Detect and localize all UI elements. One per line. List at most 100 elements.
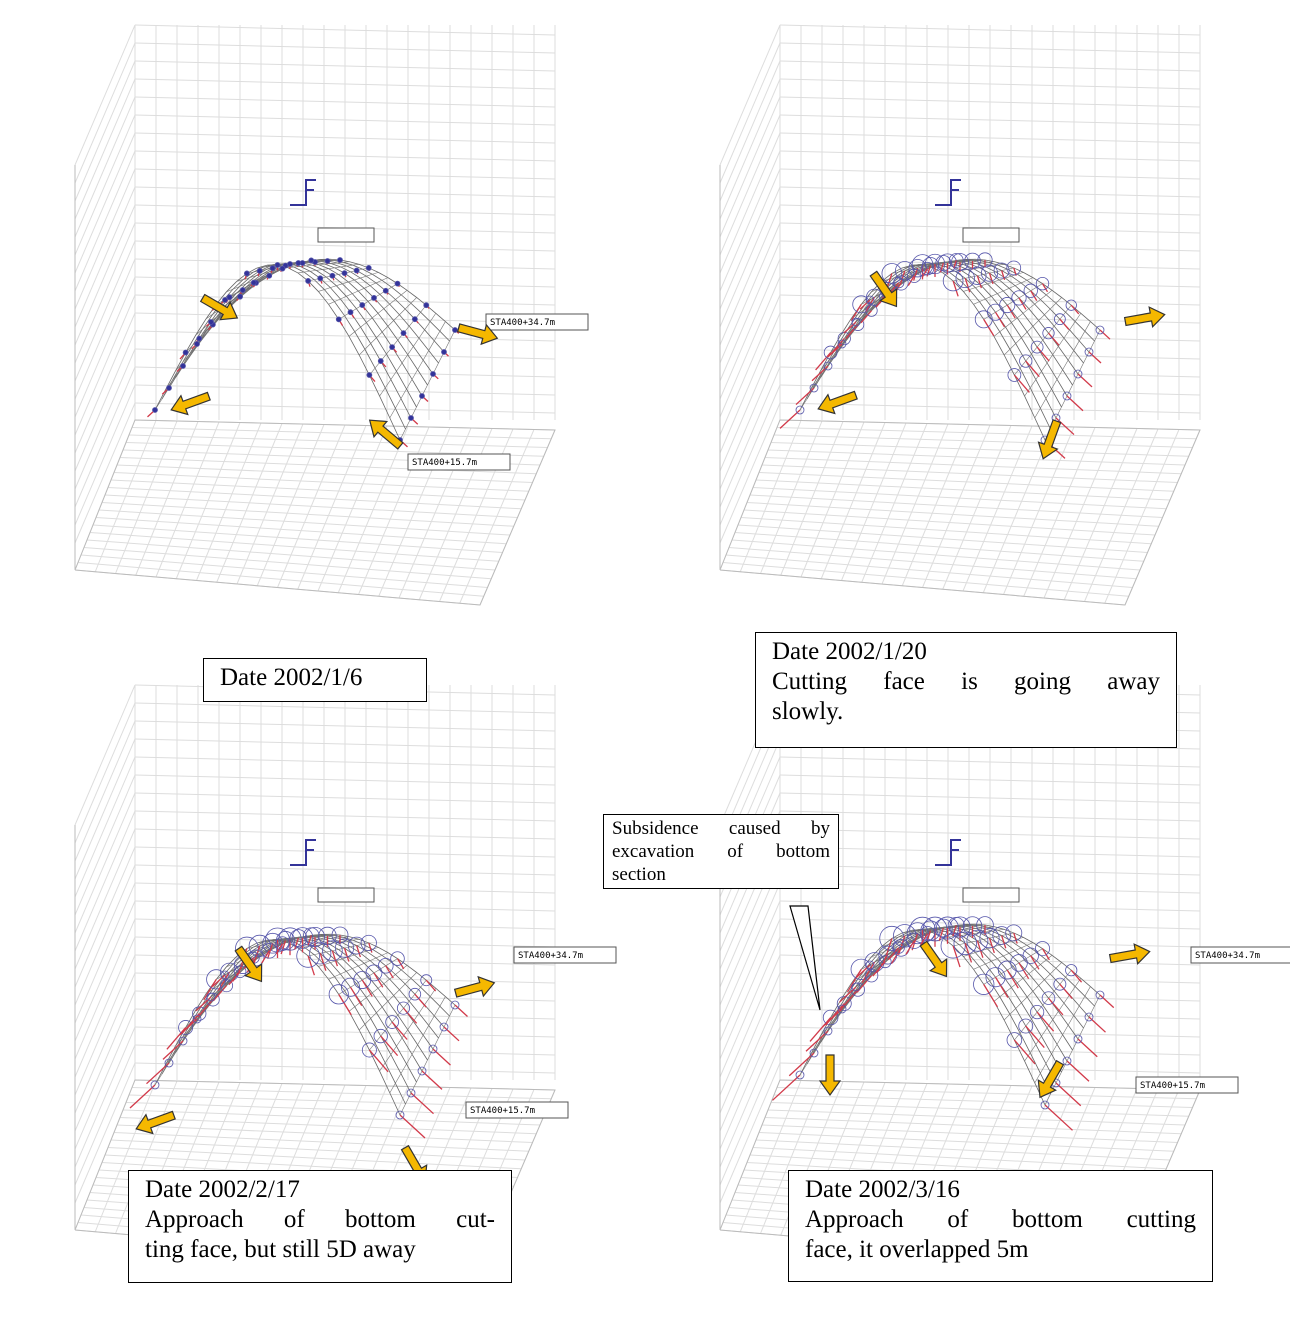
grid	[75, 277, 135, 417]
grid	[720, 313, 780, 453]
grid	[75, 349, 135, 489]
grid	[75, 757, 135, 897]
vector-circle	[296, 261, 301, 266]
vector-circle	[270, 266, 275, 271]
grid	[75, 685, 135, 825]
caption-line: slowly.	[772, 697, 1160, 727]
callout-pointer	[790, 906, 820, 1010]
vector-circle	[378, 359, 383, 364]
grid	[75, 367, 135, 507]
grid	[720, 259, 780, 399]
sta-label: STA400+34.7m	[490, 318, 555, 328]
label-box	[963, 888, 1019, 902]
callout: Subsidence caused by excavation of botto…	[603, 814, 839, 889]
vector-circle	[251, 280, 256, 285]
grid	[75, 829, 135, 969]
vector-circle	[195, 342, 200, 347]
mesh	[175, 963, 244, 1046]
grid	[75, 721, 135, 861]
caption-date: Date 2002/1/20	[772, 637, 1160, 667]
vector-circle	[183, 350, 188, 355]
grid	[720, 187, 780, 327]
vector-circle	[197, 336, 202, 341]
grid	[75, 793, 135, 933]
mesh	[155, 300, 225, 410]
caption-date: Date 2002/3/16	[805, 1175, 1196, 1205]
caption: Date 2002/1/20 Cutting face is going awa…	[755, 632, 1177, 748]
grid	[75, 25, 135, 165]
sta-label: STA400+15.7m	[412, 458, 477, 468]
grid	[75, 43, 135, 183]
vector	[400, 1115, 425, 1138]
vector	[1045, 1105, 1073, 1130]
vector	[1078, 374, 1092, 387]
grid	[720, 241, 780, 381]
vector-circle	[409, 416, 414, 421]
caption-line: Approach of bottom cut-	[145, 1205, 495, 1235]
sta-label: STA400+15.7m	[1140, 1081, 1205, 1091]
vector	[1019, 298, 1026, 309]
vector-circle	[244, 271, 249, 276]
grid	[75, 223, 135, 363]
mesh	[800, 965, 870, 1075]
caption-date: Date 2002/2/17	[145, 1175, 495, 1205]
grid	[720, 205, 780, 345]
plot	[720, 25, 1200, 605]
vector-circle	[348, 310, 353, 315]
vector-circle	[238, 294, 243, 299]
grid	[720, 43, 780, 183]
arrow	[168, 387, 212, 419]
grid	[75, 973, 135, 1113]
grid	[720, 223, 780, 363]
vector-circle	[306, 278, 311, 283]
vector-circle	[325, 259, 330, 264]
vector	[455, 1005, 468, 1017]
sta-label: STA400+15.7m	[470, 1106, 535, 1116]
grid	[75, 847, 135, 987]
label-box	[318, 888, 374, 902]
vector-circle	[372, 295, 377, 300]
grid	[720, 295, 780, 435]
grid	[720, 973, 780, 1113]
vector-circle	[431, 372, 436, 377]
vector-circle	[395, 281, 400, 286]
vector-circle	[223, 298, 228, 303]
grid	[720, 901, 780, 1041]
vector-circle	[275, 263, 280, 268]
vector	[381, 1036, 398, 1056]
vector-circle	[453, 328, 458, 333]
grid	[75, 901, 135, 1041]
vector	[1067, 396, 1083, 411]
vector-circle	[401, 331, 406, 336]
grid	[720, 937, 780, 1077]
grid	[75, 703, 135, 843]
grid	[75, 919, 135, 1059]
mesh	[820, 953, 889, 1036]
caption: Date 2002/2/17 Approach of bottom cut- t…	[128, 1170, 512, 1283]
grid	[75, 169, 135, 309]
caption-line: Approach of bottom cutting	[805, 1205, 1196, 1235]
vector-circle	[309, 258, 314, 263]
grid	[75, 937, 135, 1077]
grid	[720, 919, 780, 1059]
caption: Date 2002/1/6	[203, 658, 427, 702]
vector-circle	[354, 268, 359, 273]
vector-circle	[390, 345, 395, 350]
vector-circle	[257, 268, 262, 273]
grid	[720, 1027, 780, 1167]
grid	[75, 1009, 135, 1149]
grid	[75, 883, 135, 1023]
grid	[75, 739, 135, 879]
grid	[75, 133, 135, 273]
caption-line: Cutting face is going away	[772, 667, 1160, 697]
grid	[75, 1027, 135, 1167]
vector-circle	[383, 288, 388, 293]
vector	[1100, 995, 1114, 1008]
grid	[771, 443, 1189, 457]
mesh	[176, 938, 417, 1082]
grid	[720, 169, 780, 309]
vector-circle	[227, 295, 232, 300]
vector	[1049, 998, 1063, 1015]
grid	[75, 955, 135, 1095]
grid	[720, 115, 780, 255]
